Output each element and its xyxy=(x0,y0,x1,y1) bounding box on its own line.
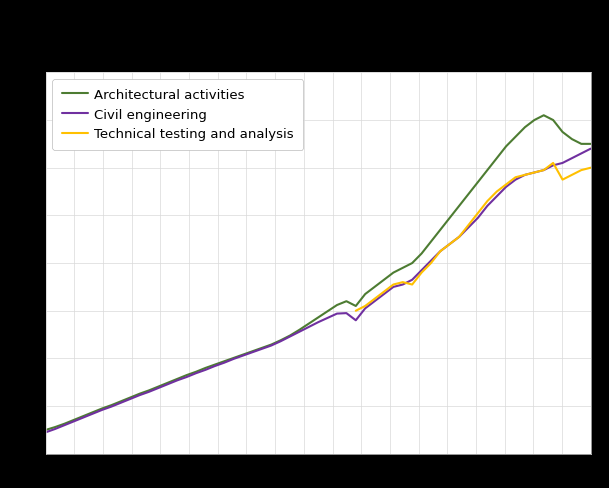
Technical testing and analysis xyxy=(437,249,444,255)
Technical testing and analysis xyxy=(587,165,594,171)
Architectural activities xyxy=(127,395,134,401)
Architectural activities xyxy=(437,227,444,233)
Architectural activities xyxy=(183,372,190,378)
Architectural activities xyxy=(61,421,68,427)
Civil engineering xyxy=(183,374,190,380)
Architectural activities xyxy=(324,308,331,314)
Civil engineering xyxy=(437,249,444,255)
Line: Civil engineering: Civil engineering xyxy=(46,149,591,432)
Civil engineering xyxy=(324,315,331,321)
Civil engineering xyxy=(587,146,594,152)
Civil engineering xyxy=(99,407,106,413)
Architectural activities xyxy=(99,406,106,411)
Architectural activities xyxy=(42,427,49,433)
Architectural activities xyxy=(540,113,547,119)
Legend: Architectural activities, Civil engineering, Technical testing and analysis: Architectural activities, Civil engineer… xyxy=(52,80,303,150)
Line: Technical testing and analysis: Technical testing and analysis xyxy=(356,163,591,311)
Architectural activities xyxy=(587,142,594,147)
Line: Architectural activities: Architectural activities xyxy=(46,116,591,430)
Civil engineering xyxy=(42,429,49,435)
Civil engineering xyxy=(61,422,68,428)
Civil engineering xyxy=(127,396,134,402)
